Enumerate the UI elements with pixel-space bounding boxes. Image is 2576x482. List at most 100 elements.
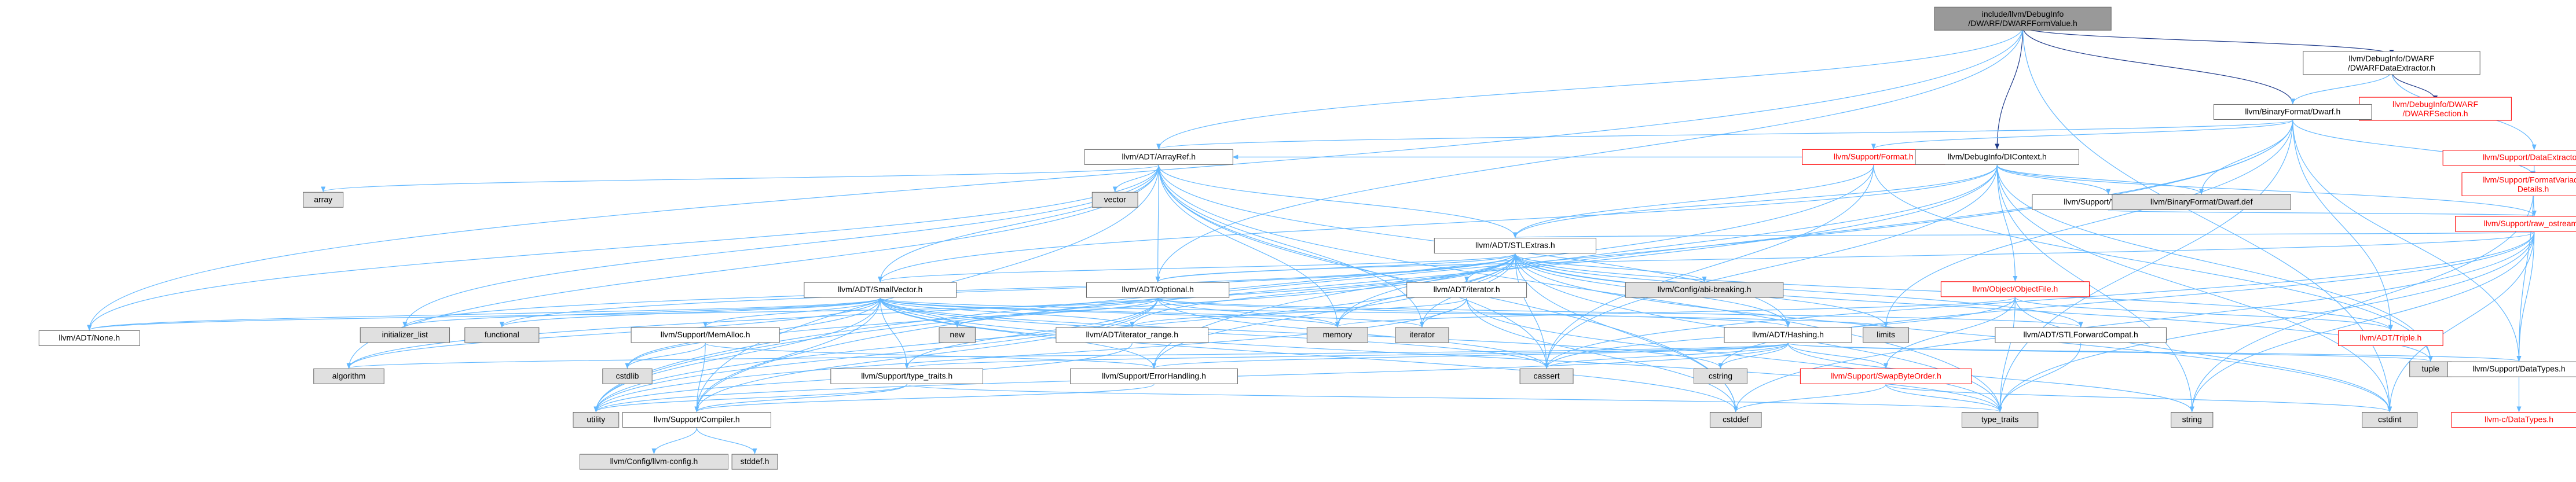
edge-raw_ostream-to-type_traits	[1998, 231, 2535, 413]
node-label: llvm/ADT/Hashing.h	[1752, 330, 1824, 339]
node-objectfile[interactable]: llvm/Object/ObjectFile.h	[1940, 281, 2090, 297]
node-stddef: stddef.h	[731, 454, 778, 470]
node-dicontext[interactable]: llvm/DebugInfo/DIContext.h	[1915, 149, 2079, 165]
node-c-datatypes[interactable]: llvm-c/DataTypes.h	[2451, 412, 2576, 428]
edge-dicontext-to-cassert	[1544, 165, 1998, 369]
edge-support_format-to-cassert	[1544, 165, 1874, 369]
node-box	[622, 412, 771, 428]
node-box	[1086, 282, 1230, 298]
node-vector: vector	[1091, 192, 1138, 208]
edge-adt_iterator-to-utility	[593, 298, 1467, 413]
node-box	[2171, 412, 2214, 428]
node-box	[1434, 238, 1596, 254]
node-label: vector	[1104, 194, 1126, 204]
edge-smallvector-to-new	[880, 297, 960, 328]
node-box	[2362, 412, 2418, 428]
node-arrayref[interactable]: llvm/ADT/ArrayRef.h	[1084, 149, 1233, 165]
edge-binaryformat_dwarf-to-dwarf_def	[2199, 120, 2293, 195]
edge-binaryformat_dwarf-to-formatvariadic	[2292, 120, 2536, 177]
edge-optional-to-hashing	[1157, 297, 1790, 328]
edge-smallvector-to-iterator	[880, 297, 1424, 328]
node-iterator: iterator	[1395, 327, 1449, 343]
node-label: stddef.h	[741, 457, 769, 466]
edge-optional-to-utility	[593, 298, 1159, 413]
node-box	[1519, 368, 1574, 384]
node-swapbyteorder[interactable]: llvm/Support/SwapByteOrder.h	[1800, 368, 1972, 384]
node-type-traits-support[interactable]: llvm/Support/type_traits.h	[830, 368, 984, 384]
edge-dicontext-to-raw_ostream	[1996, 165, 2537, 216]
node-support-dataextractor[interactable]: llvm/Support/DataExtractor.h	[2442, 150, 2576, 166]
node-label: /DWARFSection.h	[2402, 109, 2468, 118]
node-box	[2455, 216, 2576, 232]
node-dataextractor[interactable]: llvm/DebugInfo/DWARF/DWARFDataExtractor.…	[2303, 51, 2480, 75]
node-label: llvm/DebugInfo/DIContext.h	[1948, 152, 2047, 161]
edge-arrayref-to-vector	[1112, 165, 1159, 193]
node-label: llvm/Support/type_traits.h	[861, 371, 952, 380]
edge-smallvector-to-compiler	[694, 298, 881, 413]
node-box	[38, 330, 140, 346]
node-iterator-range[interactable]: llvm/ADT/iterator_range.h	[1056, 327, 1209, 343]
dependency-edges	[87, 26, 2537, 455]
node-optional[interactable]: llvm/ADT/Optional.h	[1086, 282, 1230, 298]
edge-root-to-dataextractor	[2022, 26, 2394, 56]
node-box	[2214, 104, 2372, 120]
edge-optional-to-memory	[1157, 297, 1340, 328]
node-box	[602, 368, 653, 384]
node-box	[573, 412, 620, 428]
node-adt-iterator[interactable]: llvm/ADT/iterator.h	[1406, 282, 1527, 298]
node-label: initializer_list	[382, 330, 428, 339]
edge-compiler-to-llvm_config	[651, 428, 697, 455]
node-box	[1694, 368, 1747, 384]
node-stlextras[interactable]: llvm/ADT/STLExtras.h	[1434, 238, 1596, 254]
edge-arrayref-to-memory	[1158, 165, 1340, 328]
edge-smallvector-to-cstddef	[880, 298, 1738, 413]
node-type-traits: type_traits	[1961, 412, 2039, 428]
edge-dataextractor-to-dwarfsection	[2391, 71, 2438, 102]
node-label: cstdint	[2378, 415, 2402, 424]
node-stlforwardcompat[interactable]: llvm/ADT/STLForwardCompat.h	[1995, 327, 2167, 343]
edge-hashing-to-type_traits_support	[904, 343, 1789, 369]
node-label: llvm/Support/DataTypes.h	[2472, 364, 2565, 373]
node-triple[interactable]: llvm/ADT/Triple.h	[2338, 330, 2443, 346]
node-box	[804, 282, 957, 298]
edge-dicontext-to-smallvector	[878, 165, 1998, 283]
node-label: tuple	[2422, 364, 2440, 373]
node-hashing[interactable]: llvm/ADT/Hashing.h	[1724, 327, 1852, 343]
node-dwarfsection[interactable]: llvm/DebugInfo/DWARF/DWARFSection.h	[2359, 97, 2512, 121]
edge-support_format-to-tuple	[1873, 165, 2433, 362]
edge-arrayref-to-none	[87, 165, 1159, 331]
node-raw-ostream[interactable]: llvm/Support/raw_ostream.h	[2455, 216, 2576, 232]
node-cstddef: cstddef	[1709, 412, 1762, 428]
node-label: string	[2182, 415, 2202, 424]
edge-dicontext-to-dwarf_def	[1996, 165, 2204, 195]
node-box	[1724, 327, 1852, 343]
node-label: array	[314, 194, 332, 204]
edge-memalloc-to-compiler	[694, 343, 706, 413]
edge-stlextras-to-initializer_list	[402, 253, 1516, 328]
node-label: llvm/Support/Compiler.h	[654, 415, 740, 424]
node-label: llvm/Support/DataExtractor.h	[2483, 153, 2576, 162]
edge-smallvector-to-memalloc	[703, 297, 881, 328]
edge-compiler-to-stddef	[696, 428, 757, 455]
edge-dicontext-to-string	[1996, 165, 2194, 413]
node-none[interactable]: llvm/ADT/None.h	[38, 330, 140, 346]
node-memalloc[interactable]: llvm/Support/MemAlloc.h	[631, 327, 780, 343]
edge-hashing-to-cassert	[1544, 343, 1789, 369]
node-compiler[interactable]: llvm/Support/Compiler.h	[622, 412, 771, 428]
edge-objectfile-to-type_traits	[1998, 297, 2016, 413]
node-smallvector[interactable]: llvm/ADT/SmallVector.h	[804, 282, 957, 298]
node-errorhandling[interactable]: llvm/Support/ErrorHandling.h	[1070, 368, 1238, 384]
node-box	[1056, 327, 1209, 343]
edge-binaryformat_dwarf-to-datatypes_support	[2292, 120, 2522, 362]
node-label: new	[950, 330, 965, 339]
node-box	[830, 368, 984, 384]
node-box	[939, 327, 976, 343]
node-label: llvm/Support/SwapByteOrder.h	[1830, 371, 1941, 380]
node-label: llvm/ADT/Optional.h	[1122, 285, 1193, 294]
node-label: cassert	[1533, 371, 1559, 380]
node-binaryformat-dwarf[interactable]: llvm/BinaryFormat/Dwarf.h	[2214, 104, 2372, 120]
edge-objectfile-to-swapbyteorder	[1884, 297, 2016, 369]
node-datatypes-support[interactable]: llvm/Support/DataTypes.h	[2447, 361, 2576, 377]
edge-dicontext-to-objectfile	[1996, 165, 2018, 282]
